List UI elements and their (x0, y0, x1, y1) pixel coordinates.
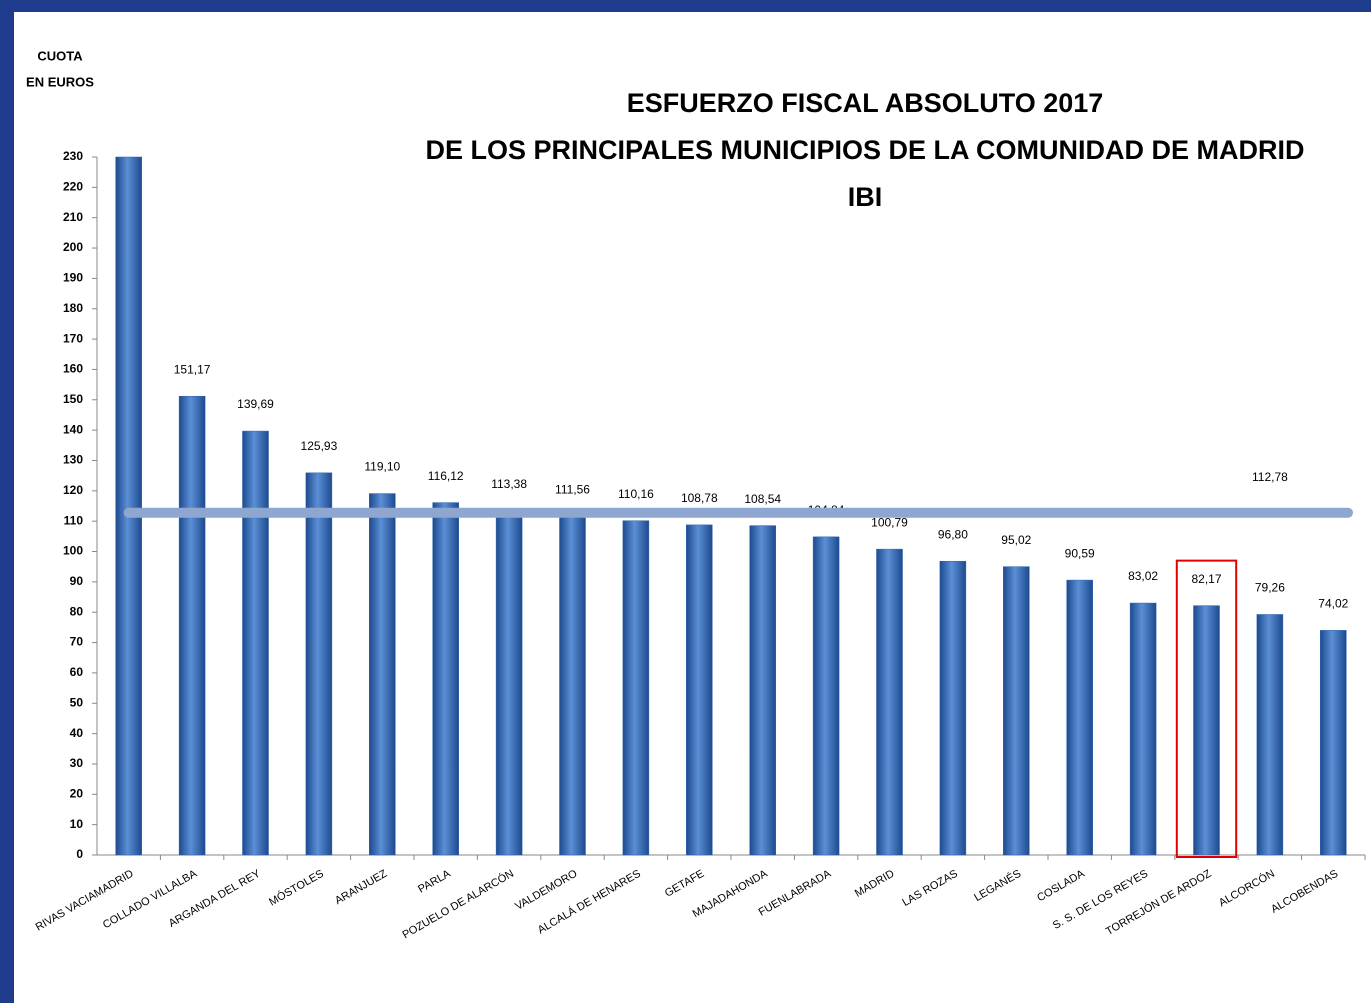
value-label: 139,69 (237, 397, 274, 411)
value-label: 151,17 (174, 362, 211, 376)
y-tick-label: 50 (70, 695, 84, 709)
y-tick-label: 150 (63, 392, 83, 406)
y-tick-label: 130 (63, 453, 83, 467)
bar (242, 430, 269, 856)
bar (1256, 614, 1284, 856)
bar (939, 560, 967, 856)
value-label: 96,80 (938, 527, 968, 541)
y-tick-label: 60 (70, 665, 84, 679)
value-label: 108,78 (681, 491, 718, 505)
bar (495, 510, 523, 856)
highlight-box (1175, 559, 1238, 858)
value-label: 108,54 (744, 492, 781, 506)
value-label: 79,26 (1255, 581, 1285, 595)
bar (686, 524, 713, 856)
y-tick-label: 10 (70, 817, 84, 831)
y-tick-label: 20 (70, 786, 84, 800)
y-tick-label: 120 (63, 483, 83, 497)
chart-title: ESFUERZO FISCAL ABSOLUTO 2017 (627, 88, 1104, 118)
y-tick-label: 200 (63, 240, 83, 254)
value-label: 100,79 (871, 515, 908, 529)
y-tick-label: 80 (70, 604, 84, 618)
y-tick-label: 90 (70, 574, 84, 588)
bar (1193, 605, 1220, 856)
y-axis-label: CUOTA (37, 48, 83, 63)
bar (559, 516, 586, 856)
chart-title: DE LOS PRINCIPALES MUNICIPIOS DE LA COMU… (425, 135, 1304, 165)
value-label: 83,02 (1128, 569, 1158, 583)
y-tick-label: 160 (63, 362, 83, 376)
y-tick-label: 210 (63, 210, 83, 224)
value-label: 113,38 (491, 477, 527, 491)
y-tick-label: 40 (70, 726, 84, 740)
y-tick-label: 190 (63, 271, 83, 285)
chart-title: IBI (848, 182, 883, 212)
y-tick-label: 170 (63, 331, 83, 345)
bar (369, 493, 396, 856)
bar (1003, 566, 1030, 856)
bar (305, 472, 333, 856)
value-label: 119,10 (364, 460, 400, 474)
value-label: 111,56 (555, 483, 590, 497)
y-tick-label: 230 (63, 149, 83, 163)
bar (1066, 579, 1093, 856)
value-label: 74,02 (1318, 597, 1348, 611)
y-tick-label: 180 (63, 301, 83, 315)
bar (622, 520, 650, 856)
bar (432, 502, 459, 856)
average-label: 112,78 (1252, 470, 1288, 484)
value-label: 95,02 (1001, 533, 1031, 547)
y-tick-label: 220 (63, 180, 83, 194)
value-label: 110,16 (618, 487, 654, 501)
bar (812, 536, 840, 856)
value-label: 82,17 (1191, 572, 1221, 586)
value-label: 125,93 (301, 439, 338, 453)
bar (1129, 602, 1157, 856)
bar (115, 156, 142, 856)
y-tick-label: 140 (63, 422, 83, 436)
value-label: 116,12 (428, 469, 464, 483)
y-tick-label: 0 (76, 847, 83, 861)
bar (178, 395, 206, 856)
value-label: 90,59 (1065, 546, 1095, 560)
y-tick-label: 70 (70, 635, 84, 649)
y-tick-label: 100 (63, 544, 83, 558)
bar (749, 525, 776, 856)
y-axis-label: EN EUROS (26, 74, 94, 89)
y-tick-label: 30 (70, 756, 84, 770)
bar (876, 548, 903, 856)
bar (1320, 630, 1347, 856)
y-tick-label: 110 (64, 513, 84, 527)
